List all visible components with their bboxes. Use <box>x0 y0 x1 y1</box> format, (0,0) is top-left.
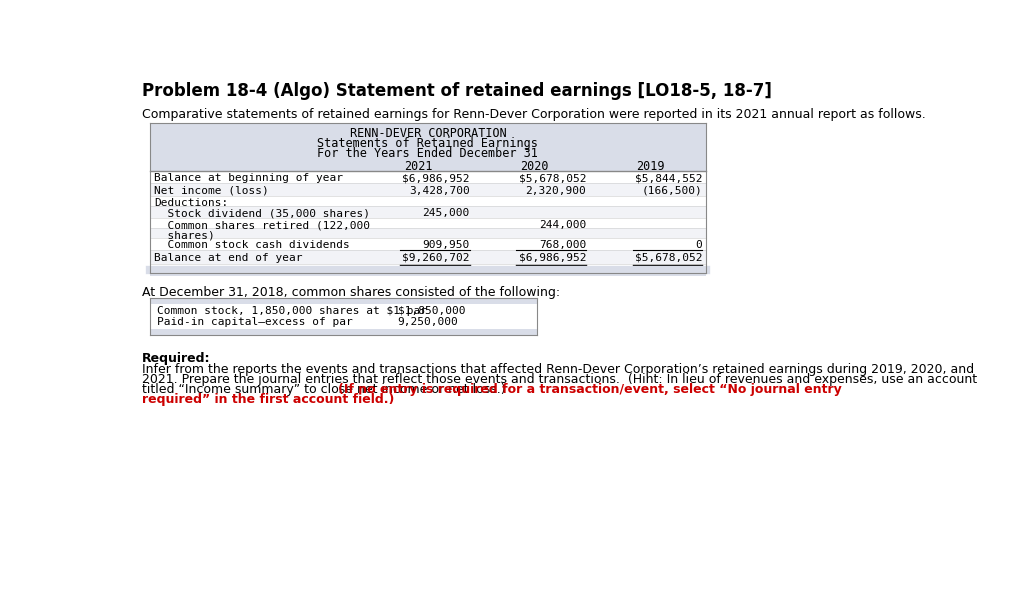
Text: 909,950: 909,950 <box>423 240 470 250</box>
Text: $9,260,702: $9,260,702 <box>402 253 470 263</box>
Text: required” in the first account field.): required” in the first account field.) <box>142 393 394 406</box>
Text: Net income (loss): Net income (loss) <box>155 186 269 196</box>
Text: Paid-in capital–excess of par: Paid-in capital–excess of par <box>158 317 353 327</box>
Text: (If no entry is required for a transaction/event, select “No journal entry: (If no entry is required for a transacti… <box>338 383 842 396</box>
Text: Common shares retired (122,000: Common shares retired (122,000 <box>155 220 371 230</box>
Bar <box>150 298 538 304</box>
Text: $5,844,552: $5,844,552 <box>635 173 702 184</box>
Text: $5,678,052: $5,678,052 <box>635 253 702 263</box>
Text: Infer from the reports the events and transactions that affected Renn-Dever Corp: Infer from the reports the events and tr… <box>142 363 974 376</box>
Text: RENN-DEVER CORPORATION: RENN-DEVER CORPORATION <box>349 127 506 140</box>
Bar <box>150 250 707 264</box>
Text: shares): shares) <box>155 230 215 240</box>
Text: 2021. Prepare the journal entries that reflect those events and transactions.  (: 2021. Prepare the journal entries that r… <box>142 373 977 386</box>
Bar <box>150 329 538 335</box>
Text: For the Years Ended December 31: For the Years Ended December 31 <box>317 147 539 160</box>
Text: $6,986,952: $6,986,952 <box>402 173 470 184</box>
Text: Common stock, 1,850,000 shares at $1 par: Common stock, 1,850,000 shares at $1 par <box>158 306 427 316</box>
Text: 2,320,900: 2,320,900 <box>525 186 586 196</box>
Bar <box>150 228 707 238</box>
Text: $5,678,052: $5,678,052 <box>518 173 586 184</box>
Bar <box>150 123 707 171</box>
Text: At December 31, 2018, common shares consisted of the following:: At December 31, 2018, common shares cons… <box>142 286 560 299</box>
Text: 245,000: 245,000 <box>423 208 470 218</box>
Text: Comparative statements of retained earnings for Renn-Dever Corporation were repo: Comparative statements of retained earni… <box>142 108 926 121</box>
Text: Balance at beginning of year: Balance at beginning of year <box>155 173 343 184</box>
Text: 244,000: 244,000 <box>539 220 586 230</box>
Text: 3,428,700: 3,428,700 <box>409 186 470 196</box>
Text: 2020: 2020 <box>520 160 549 173</box>
Text: Statements of Retained Earnings: Statements of Retained Earnings <box>317 137 539 150</box>
Text: 768,000: 768,000 <box>539 240 586 250</box>
Text: 2021: 2021 <box>403 160 432 173</box>
Bar <box>150 270 707 276</box>
Bar <box>150 206 707 218</box>
Text: $6,986,952: $6,986,952 <box>518 253 586 263</box>
Text: Common stock cash dividends: Common stock cash dividends <box>155 240 350 250</box>
Bar <box>150 184 707 196</box>
Bar <box>150 304 538 329</box>
Text: Problem 18-4 (Algo) Statement of retained earnings [LO18-5, 18-7]: Problem 18-4 (Algo) Statement of retaine… <box>142 82 772 100</box>
Text: (166,500): (166,500) <box>641 186 702 196</box>
Text: Balance at end of year: Balance at end of year <box>155 253 303 263</box>
Text: Stock dividend (35,000 shares): Stock dividend (35,000 shares) <box>155 208 371 218</box>
Text: Deductions:: Deductions: <box>155 198 228 208</box>
Text: $1,850,000: $1,850,000 <box>397 306 465 316</box>
Text: 2019: 2019 <box>636 160 665 173</box>
Text: 9,250,000: 9,250,000 <box>397 317 459 327</box>
Text: Required:: Required: <box>142 352 211 365</box>
Text: 0: 0 <box>695 240 702 250</box>
Text: titled “Income summary” to close net income or net loss.): titled “Income summary” to close net inc… <box>142 383 510 396</box>
